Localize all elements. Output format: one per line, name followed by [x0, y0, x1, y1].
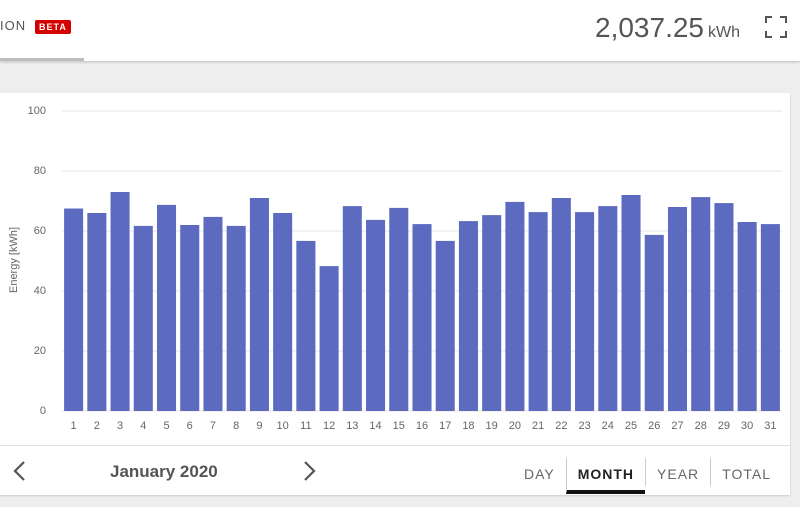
bar — [760, 224, 780, 411]
bar — [412, 224, 432, 411]
bar — [133, 225, 153, 411]
x-tick-label: 15 — [393, 420, 405, 432]
bar — [621, 195, 641, 411]
bar — [505, 201, 525, 411]
bar — [737, 222, 757, 411]
chart-card: Energy [kWh] 0 20 40 60 80 100 1 2 3 4 5 6 7 8 9 10 11 12… — [0, 93, 790, 495]
bar — [64, 208, 84, 411]
bar — [296, 240, 316, 411]
period-tab[interactable]: YEAR — [645, 458, 710, 486]
x-tick-label: 5 — [163, 420, 169, 432]
x-tick-label: 14 — [369, 420, 381, 432]
x-tick-label: 8 — [233, 420, 239, 432]
y-tick-label: 80 — [34, 165, 46, 177]
period-tab[interactable]: TOTAL — [710, 458, 782, 486]
bar — [667, 207, 688, 411]
bar — [249, 198, 269, 411]
x-tick-label: 24 — [602, 420, 614, 432]
bar — [714, 203, 734, 411]
y-tick-label: 0 — [40, 405, 46, 417]
bar — [156, 204, 177, 411]
bar — [482, 215, 502, 411]
bar — [319, 266, 339, 411]
x-tick-label: 4 — [140, 420, 146, 432]
footer: January 2020 DAY MONTH YEAR TOTAL — [0, 445, 790, 496]
x-tick-label: 28 — [695, 420, 707, 432]
bar — [598, 206, 618, 411]
x-tick-label: 12 — [323, 420, 335, 432]
y-tick-label: 40 — [34, 285, 46, 297]
total-value: 2,037.25 — [595, 12, 704, 43]
x-tick-label: 26 — [648, 420, 660, 432]
top-bar: ION BETA 2,037.25 kWh — [0, 0, 800, 61]
bar — [203, 216, 223, 411]
x-tick-label: 17 — [439, 420, 451, 432]
x-tick-label: 31 — [764, 420, 776, 432]
bar — [110, 192, 130, 411]
period-label: January 2020 — [110, 462, 218, 481]
x-tick-label: 3 — [117, 420, 123, 432]
bar — [644, 234, 664, 411]
x-tick-label: 21 — [532, 420, 544, 432]
x-tick-label: 16 — [416, 420, 428, 432]
period-tabs: DAY MONTH YEAR TOTAL — [513, 456, 782, 494]
x-tick-label: 30 — [741, 420, 753, 432]
prev-button[interactable] — [12, 460, 28, 482]
bar — [691, 197, 711, 411]
x-tick-label: 20 — [509, 420, 521, 432]
y-tick-label: 60 — [34, 225, 46, 237]
bar — [273, 213, 293, 411]
total: 2,037.25 kWh — [595, 12, 740, 44]
bar — [366, 219, 386, 411]
bar — [458, 221, 478, 411]
x-tick-label: 18 — [462, 420, 474, 432]
period-tab[interactable]: MONTH — [565, 458, 646, 494]
bar — [575, 212, 595, 411]
x-tick-label: 29 — [718, 420, 730, 432]
x-tick-label: 25 — [625, 420, 637, 432]
x-tick-label: 11 — [300, 420, 311, 432]
next-button[interactable] — [301, 460, 317, 482]
x-tick-label: 27 — [671, 420, 683, 432]
y-tick-label: 100 — [28, 105, 46, 117]
x-tick-label: 6 — [187, 420, 193, 432]
x-tick-label: 10 — [277, 420, 289, 432]
y-tick-label: 20 — [34, 345, 46, 357]
y-axis-label: Energy [kWh] — [8, 227, 20, 293]
x-tick-label: 13 — [346, 420, 358, 432]
x-tick-label: 23 — [578, 420, 590, 432]
total-unit: kWh — [708, 24, 740, 41]
tab-underline — [0, 58, 84, 61]
tab-label[interactable]: ION — [0, 18, 27, 33]
period-tab[interactable]: DAY — [523, 466, 555, 482]
x-tick-label: 9 — [256, 420, 262, 432]
bar — [435, 240, 455, 411]
beta-badge: BETA — [35, 20, 71, 34]
x-tick-label: 2 — [94, 420, 100, 432]
x-tick-label: 19 — [486, 420, 498, 432]
x-tick-label: 22 — [555, 420, 567, 432]
x-tick-label: 7 — [210, 420, 216, 432]
bar — [226, 225, 246, 411]
bar — [551, 198, 571, 411]
bar — [87, 213, 107, 411]
x-tick-label: 1 — [71, 420, 77, 432]
bar — [180, 225, 200, 411]
bar — [528, 212, 548, 411]
bar — [389, 207, 409, 411]
bar — [342, 206, 362, 411]
fullscreen-button[interactable] — [764, 15, 788, 39]
